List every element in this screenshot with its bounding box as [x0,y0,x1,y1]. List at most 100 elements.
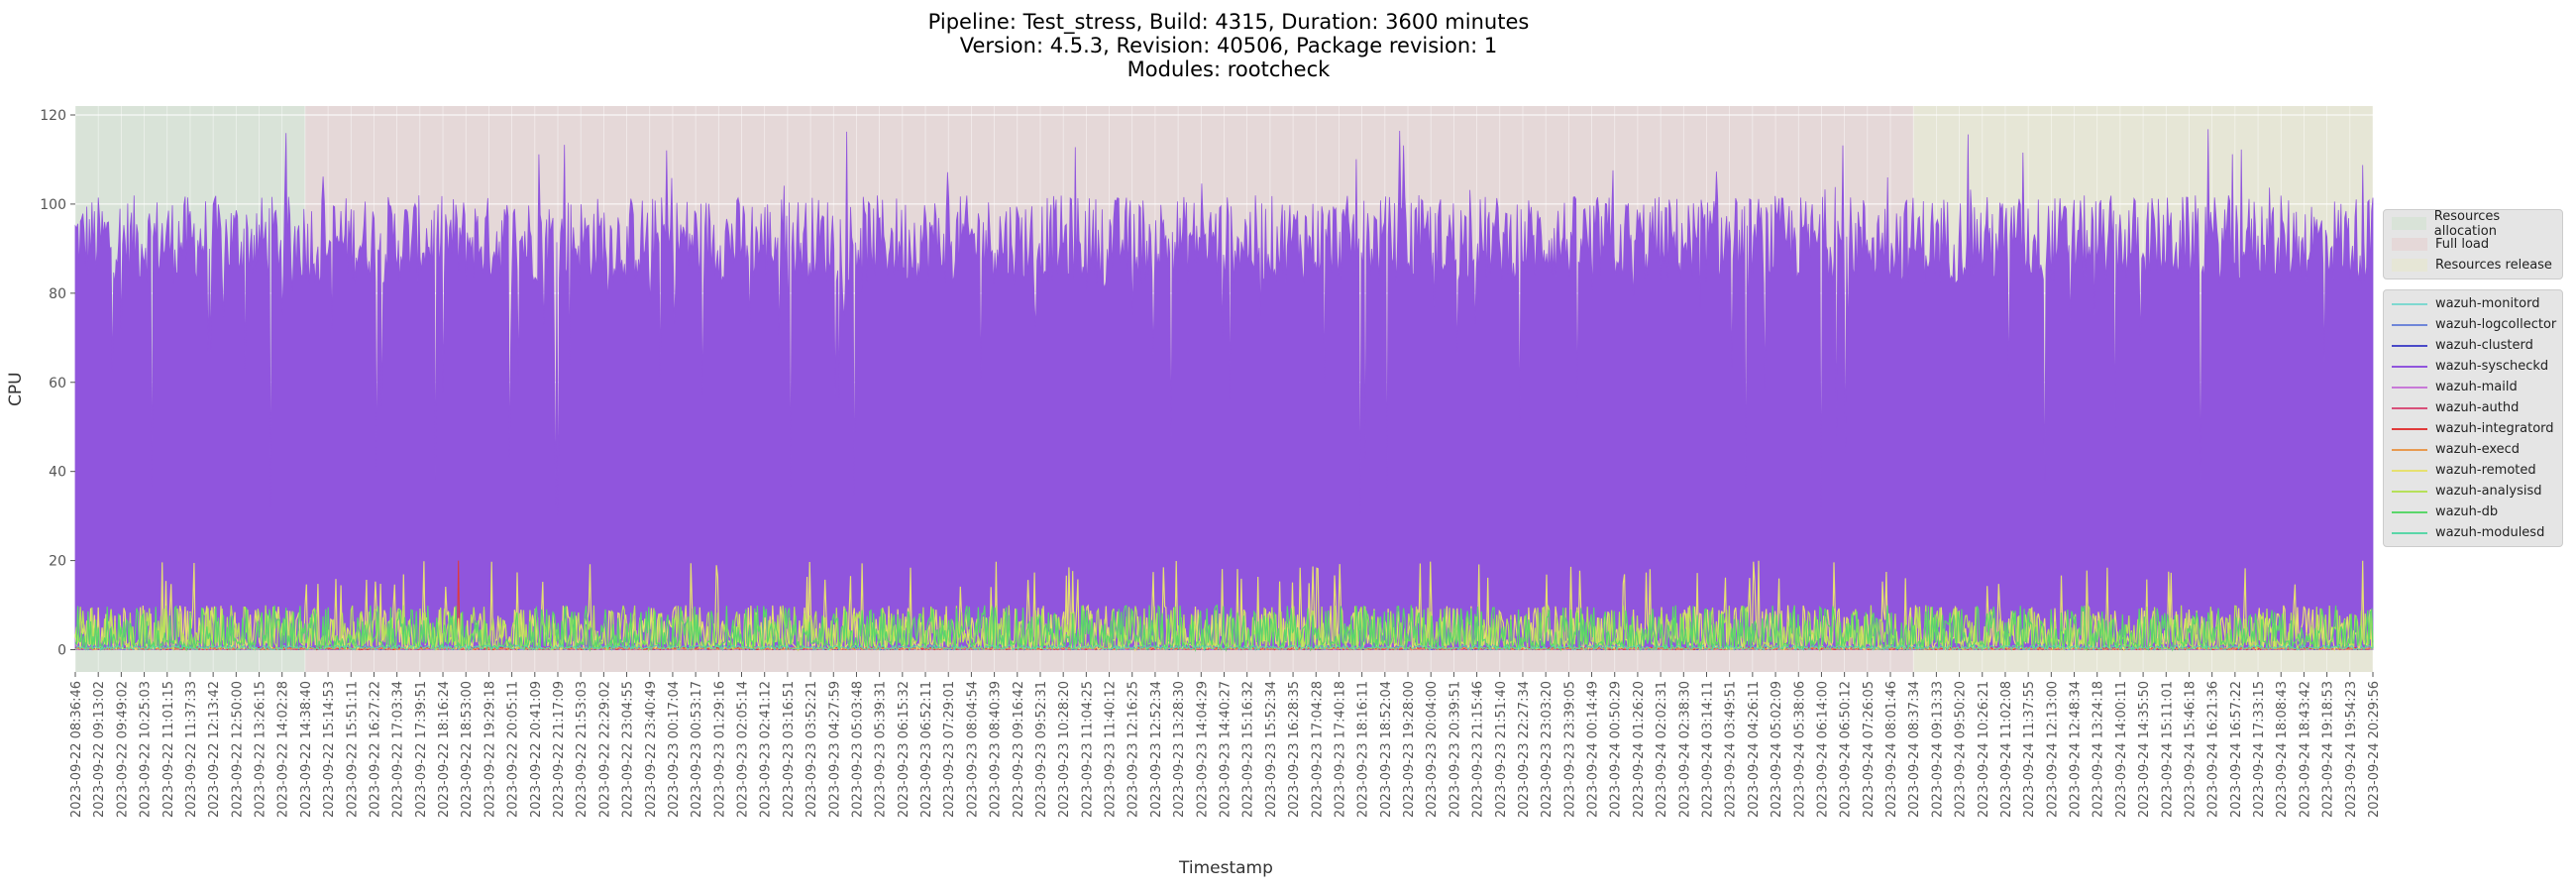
x-tick-label: 2023-09-24 16:57:22 [2229,681,2244,818]
x-tick-label: 2023-09-24 08:37:34 [1907,681,1922,818]
series-swatch [2392,490,2427,493]
x-tick-label: 2023-09-23 10:28:20 [1057,681,1072,818]
x-tick-label: 2023-09-23 05:03:48 [850,681,865,818]
x-tick-label: 2023-09-24 15:11:01 [2160,681,2175,818]
x-tick-label: 2023-09-23 18:16:11 [1356,681,1371,818]
x-tick-label: 2023-09-23 23:03:20 [1540,681,1555,818]
series-swatch [2392,344,2427,347]
series-legend-item: wazuh-maild [2384,377,2562,397]
series-swatch [2392,406,2427,409]
phase-legend-label: Resources allocation [2433,208,2501,239]
x-tick-label: 2023-09-23 14:40:27 [1219,681,1234,818]
y-tick-label: 100 [40,197,66,213]
y-tick-label: 0 [57,643,66,659]
x-tick-label: 2023-09-22 20:05:11 [506,681,521,818]
x-tick-label: 2023-09-22 10:25:03 [139,681,154,818]
y-tick-label: 120 [40,108,66,124]
x-tick-label: 2023-09-24 18:08:43 [2275,681,2290,818]
x-tick-label: 2023-09-22 16:27:22 [368,681,382,818]
y-tick-label: 20 [49,554,66,570]
x-tick-label: 2023-09-23 07:29:01 [942,681,957,818]
series-swatch [2392,386,2427,389]
x-tick-label: 2023-09-24 08:01:46 [1884,681,1899,818]
series-swatch [2392,469,2427,472]
series-swatch [2392,302,2427,305]
series-wazuh-db [74,604,2374,652]
x-tick-label: 2023-09-24 05:38:06 [1792,681,1807,818]
x-tick-label: 2023-09-23 13:28:30 [1172,681,1187,818]
x-tick-label: 2023-09-23 11:40:12 [1104,681,1119,818]
x-tick-label: 2023-09-23 06:15:32 [897,681,912,818]
x-tick-label: 2023-09-22 13:26:15 [254,681,268,818]
x-tick-label: 2023-09-22 08:36:46 [69,681,84,818]
x-tick-label: 2023-09-24 12:13:00 [2045,681,2060,818]
x-tick-label: 2023-09-24 06:14:00 [1815,681,1830,818]
series-legend-label: wazuh-remoted [2435,463,2536,478]
x-tick-label: 2023-09-24 20:29:56 [2367,681,2382,818]
series-legend-label: wazuh-logcollector [2435,317,2557,332]
x-tick-label: 2023-09-23 17:04:28 [1310,681,1325,818]
x-tick-label: 2023-09-23 03:52:21 [805,681,819,818]
phase-swatch [2392,217,2426,230]
series-swatch [2392,427,2427,430]
x-tick-label: 2023-09-24 04:26:11 [1747,681,1762,818]
x-tick-label: 2023-09-22 14:38:40 [299,681,314,818]
x-tick-label: 2023-09-23 20:04:00 [1425,681,1440,818]
series-legend-item: wazuh-syscheckd [2384,356,2562,377]
series-legend-label: wazuh-maild [2435,380,2518,394]
series-legend-item: wazuh-analysisd [2384,481,2562,502]
series-legend-label: wazuh-clusterd [2435,338,2533,353]
x-tick-label: 2023-09-22 12:50:00 [230,681,245,818]
x-tick-label: 2023-09-22 23:04:55 [621,681,636,818]
x-tick-label: 2023-09-24 15:46:18 [2183,681,2198,818]
series-legend-item: wazuh-monitord [2384,293,2562,314]
x-tick-label: 2023-09-23 02:41:12 [759,681,774,818]
x-tick-label: 2023-09-24 14:00:11 [2114,681,2129,818]
series-legend-item: wazuh-clusterd [2384,335,2562,356]
series-legend-label: wazuh-syscheckd [2435,359,2549,374]
series-wazuh-modulesd [74,643,2374,652]
x-tick-label: 2023-09-24 10:26:21 [1977,681,1991,818]
x-tick-label: 2023-09-23 03:16:51 [782,681,797,818]
series-legend-item: wazuh-execd [2384,439,2562,460]
series-legend-item: wazuh-modulesd [2384,522,2562,543]
y-tick-label: 80 [49,286,66,302]
x-tick-label: 2023-09-23 04:27:59 [827,681,842,818]
series-legend-label: wazuh-db [2435,504,2499,519]
x-tick-label: 2023-09-23 01:29:16 [712,681,727,818]
x-tick-label: 2023-09-22 23:40:49 [644,681,659,818]
series-swatch [2392,365,2427,368]
x-tick-label: 2023-09-23 20:39:51 [1448,681,1462,818]
x-tick-label: 2023-09-22 11:37:33 [184,681,199,818]
x-tick-label: 2023-09-24 11:37:55 [2022,681,2037,818]
x-tick-label: 2023-09-23 15:52:34 [1264,681,1279,818]
y-tick-label: 40 [49,465,66,481]
series-legend-item: wazuh-db [2384,502,2562,522]
x-tick-label: 2023-09-23 15:16:32 [1241,681,1256,818]
x-tick-label: 2023-09-23 02:05:14 [736,681,751,818]
x-tick-label: 2023-09-24 00:50:29 [1609,681,1624,818]
chart-title-line-3: Modules: rootcheck [1127,57,1331,81]
x-tick-label: 2023-09-23 14:04:29 [1195,681,1210,818]
x-tick-label: 2023-09-24 19:18:53 [2321,681,2336,818]
x-tick-label: 2023-09-24 02:02:31 [1655,681,1669,818]
x-tick-label: 2023-09-24 12:48:34 [2069,681,2084,818]
x-tick-label: 2023-09-23 22:27:34 [1517,681,1532,818]
x-tick-label: 2023-09-24 03:14:11 [1700,681,1715,818]
x-tick-label: 2023-09-23 06:52:11 [919,681,934,818]
x-tick-label: 2023-09-22 21:53:03 [575,681,590,818]
x-tick-label: 2023-09-23 08:04:54 [965,681,980,818]
x-tick-label: 2023-09-24 14:35:50 [2137,681,2152,818]
x-tick-label: 2023-09-24 00:14:49 [1586,681,1601,818]
x-tick-label: 2023-09-22 11:01:15 [161,681,176,818]
series-legend-label: wazuh-analysisd [2435,484,2542,499]
x-tick-label: 2023-09-23 21:51:40 [1494,681,1509,818]
series-swatch [2392,510,2427,513]
x-tick-label: 2023-09-23 23:39:05 [1562,681,1577,818]
x-tick-label: 2023-09-24 16:21:36 [2206,681,2221,818]
x-tick-label: 2023-09-22 09:13:02 [92,681,107,818]
x-tick-label: 2023-09-22 12:13:42 [207,681,222,818]
phase-swatch [2392,259,2427,272]
series-legend-label: wazuh-modulesd [2435,525,2545,540]
